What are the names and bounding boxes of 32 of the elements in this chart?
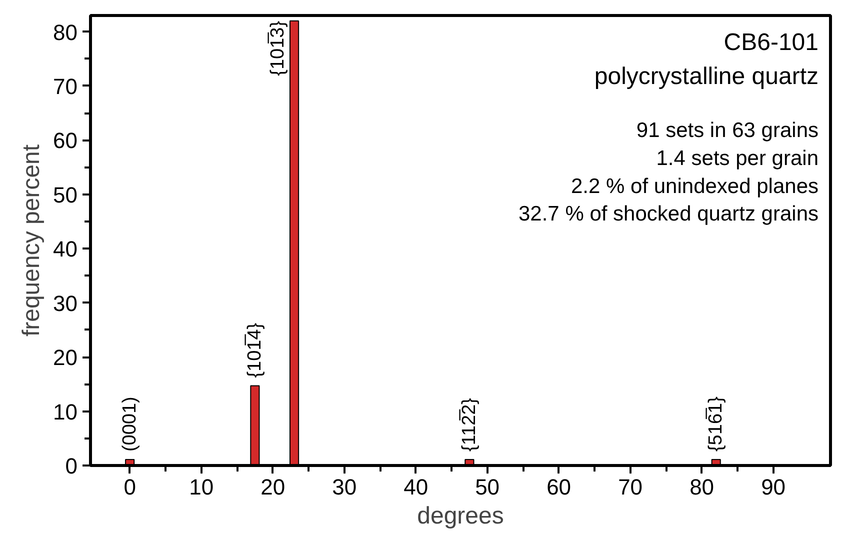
x-tick-label: 10 — [189, 474, 214, 500]
text: polycrystalline quartz — [594, 62, 819, 90]
annotation: {112̅2} — [458, 398, 480, 452]
annotation: {516̅1} — [706, 396, 727, 452]
y-tick-label: 0 — [65, 454, 78, 478]
annotation: 2.2 % of unindexed planes — [570, 174, 819, 198]
annotation: (0001) — [119, 396, 140, 452]
y-tick-label: 30 — [53, 290, 78, 316]
x-tick-label: 90 — [761, 474, 786, 500]
annotation: 91 sets in 63 grains — [636, 119, 818, 142]
y-tick-label: 50 — [53, 182, 78, 208]
annotation: {101̅3} — [267, 20, 288, 76]
y-tick-label: 60 — [53, 128, 78, 154]
x-tick-label: 80 — [690, 474, 714, 500]
x-tick-label: 20 — [260, 474, 286, 500]
y-tick-label: 40 — [53, 236, 78, 262]
y-tick-label: 80 — [53, 20, 78, 45]
annotation: {101̅4} — [244, 322, 266, 378]
x-tick-label: 50 — [475, 474, 500, 500]
x-axis-title: degrees — [417, 502, 504, 530]
y-tick-label: 70 — [53, 74, 78, 99]
annotation: 1.4 sets per grain — [656, 146, 819, 170]
y-tick-label: 20 — [53, 345, 78, 370]
x-tick-label: 40 — [404, 474, 428, 500]
y-tick-label: 10 — [53, 399, 78, 424]
x-tick-label: 60 — [546, 474, 572, 500]
x-tick-label: 30 — [332, 474, 357, 500]
annotation: 32.7 % of shocked quartz grains — [518, 202, 819, 226]
y-axis-title: frequency percent — [18, 144, 46, 337]
x-tick-label: 0 — [124, 474, 136, 500]
text: CB6-101 — [724, 29, 819, 56]
x-tick-label: 70 — [618, 474, 643, 500]
